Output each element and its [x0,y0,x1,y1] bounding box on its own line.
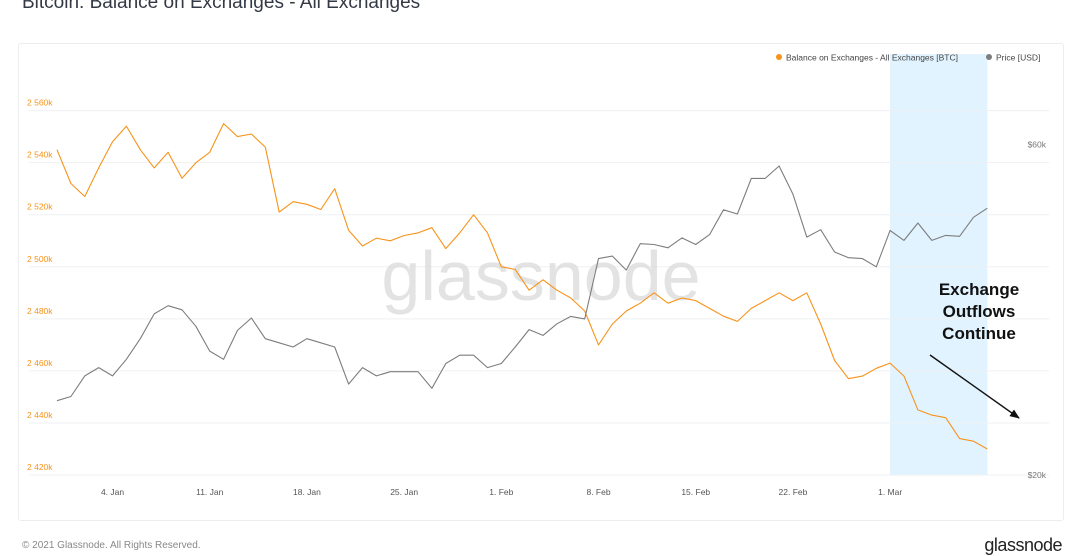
y-left-tick-label: 2 480k [27,306,53,316]
annotation-line-1: Exchange [939,280,1019,299]
legend-label-balance[interactable]: Balance on Exchanges - All Exchanges [BT… [786,53,958,63]
x-tick-label: 4. Jan [101,487,124,497]
series-line-balance [56,123,988,450]
page-title: Bitcoin: Balance on Exchanges - All Exch… [22,0,421,13]
highlight-band [890,54,988,475]
y-left-tick-label: 2 560k [27,98,53,108]
y-left-tick-label: 2 460k [27,358,53,368]
footer-logo[interactable]: glassnode [984,535,1062,555]
chart-svg: glassnode 2 420k 2 440k 2 460k 2 480k 2 500k… [27,53,1049,497]
series-line-price [56,165,988,402]
footer-copyright: © 2021 Glassnode. All Rights Reserved. [22,540,201,551]
legend-marker-balance [776,54,782,60]
annotation-line-2: Outflows [943,302,1016,321]
y-left-tick-label: 2 420k [27,462,53,472]
x-tick-label: 11. Jan [196,487,224,497]
y-left-tick-label: 2 540k [27,150,53,160]
annotation: Exchange Outflows Continue [929,280,1020,419]
y-right-tick-label: $60k [1028,140,1047,150]
x-tick-label: 1. Feb [489,487,513,497]
x-tick-label: 18. Jan [293,487,321,497]
legend: Balance on Exchanges - All Exchanges [BT… [776,53,1040,63]
y-left-tick-label: 2 440k [27,410,53,420]
y-left-tick-label: 2 500k [27,254,53,264]
x-tick-label: 15. Feb [681,487,710,497]
legend-label-price[interactable]: Price [USD] [996,53,1040,63]
y-left-tick-label: 2 520k [27,202,53,212]
annotation-arrow [929,354,1020,419]
annotation-line-3: Continue [942,324,1016,343]
watermark: glassnode [381,237,700,315]
x-tick-label: 25. Jan [390,487,418,497]
y-right-tick-label: $20k [1028,470,1047,480]
x-tick-label: 1. Mar [878,487,902,497]
chart-panel: glassnode 2 420k 2 440k 2 460k 2 480k 2 500k… [18,43,1064,521]
x-tick-label: 22. Feb [779,487,808,497]
legend-marker-price [986,54,992,60]
x-tick-label: 8. Feb [586,487,610,497]
